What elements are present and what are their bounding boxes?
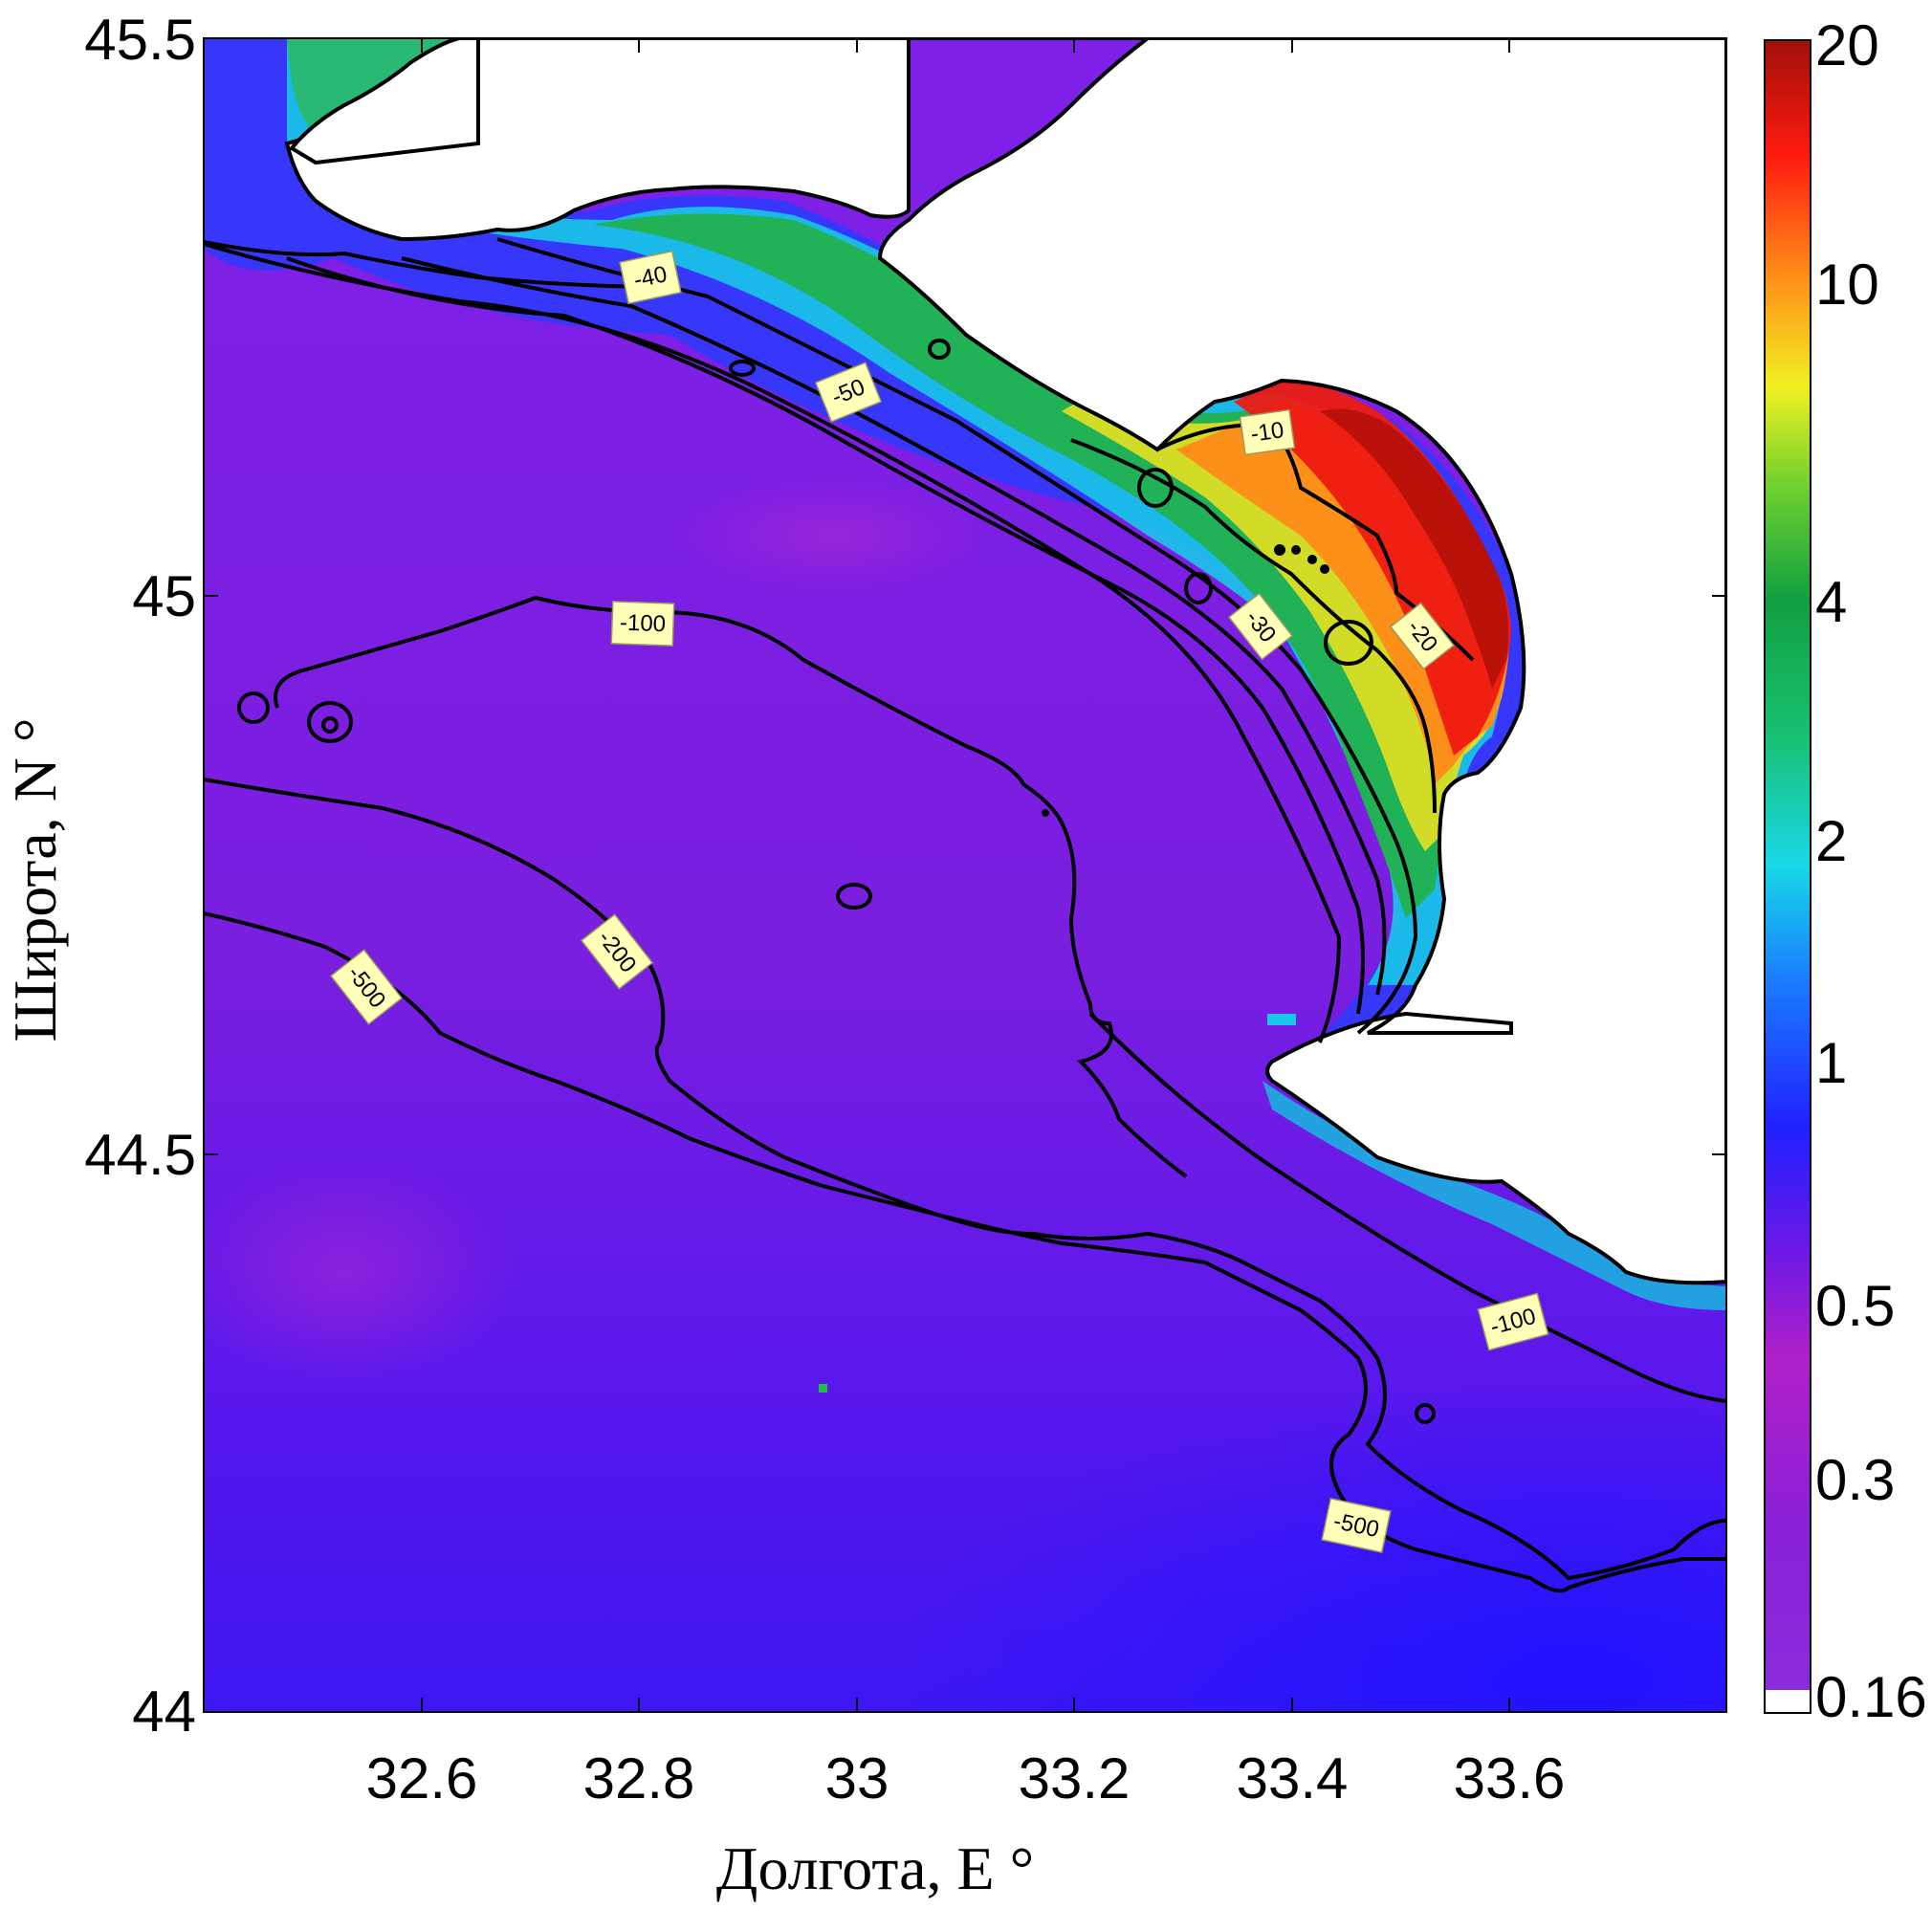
land-crimea-north bbox=[459, 38, 1726, 1285]
closed-contour bbox=[836, 883, 872, 910]
isobath-north-coastal bbox=[204, 240, 670, 289]
colorbar-label: 0.16 bbox=[1815, 1665, 1927, 1729]
closed-contour bbox=[321, 716, 339, 734]
isobath-label: -50 bbox=[814, 362, 883, 423]
x-tick-label: 32.6 bbox=[366, 1746, 478, 1810]
isobath-200 bbox=[204, 778, 1726, 1581]
x-tick-label: 33.6 bbox=[1454, 1746, 1566, 1810]
isobath-label: -20 bbox=[1389, 602, 1456, 670]
closed-contour bbox=[1415, 1403, 1436, 1424]
isobath-label: -40 bbox=[619, 250, 682, 305]
contour-dot bbox=[1307, 555, 1317, 564]
closed-contour bbox=[237, 691, 270, 724]
y-axis-title: Широта, N ° bbox=[1, 718, 69, 1042]
isobath-labels: -10 -20 -30 -40 -50 -100 bbox=[329, 250, 1549, 1554]
colorbar-gradient bbox=[1765, 40, 1811, 1690]
coastal-band-red bbox=[1234, 381, 1511, 756]
land-upper-left-peninsula bbox=[289, 38, 480, 165]
closed-contour bbox=[928, 339, 951, 360]
closed-contour bbox=[729, 360, 756, 377]
x-tick-label: 33.2 bbox=[1019, 1746, 1131, 1810]
x-tick-label: 32.8 bbox=[583, 1746, 695, 1810]
coastal-band-darkred bbox=[1320, 408, 1509, 689]
colorbar-label: 1 bbox=[1815, 1031, 1847, 1095]
green-pixel-marker bbox=[819, 1384, 827, 1393]
isobath-label: -100 bbox=[1477, 1292, 1549, 1351]
plot-frame bbox=[203, 37, 1727, 1713]
contour-dot bbox=[1320, 564, 1329, 574]
isobath-20 bbox=[1070, 438, 1437, 814]
svg-text:-10: -10 bbox=[1249, 417, 1285, 448]
coastal-band-south-coast bbox=[1262, 1081, 1726, 1310]
contour-dot bbox=[1274, 544, 1285, 556]
y-tick-label: 44 bbox=[132, 1679, 196, 1744]
isobath-100-outer bbox=[1088, 1012, 1726, 1403]
y-tick-label: 45 bbox=[132, 564, 196, 628]
closed-contour bbox=[307, 701, 353, 743]
colorbar-label: 0.3 bbox=[1815, 1448, 1895, 1512]
colorbar-label: 10 bbox=[1815, 252, 1879, 317]
colorbar-min-swatch bbox=[1765, 1690, 1811, 1713]
y-tick-label: 44.5 bbox=[84, 1123, 196, 1187]
isobath-100-inner bbox=[274, 595, 1188, 1178]
contour-dot bbox=[1291, 545, 1301, 555]
y-tick-labels: 44 44.5 45 45.5 bbox=[84, 8, 196, 1744]
cyan-pixel-marker bbox=[1267, 1014, 1296, 1025]
coastal-band-blue bbox=[204, 38, 1537, 1100]
magenta-patch bbox=[204, 1157, 516, 1387]
isobath-dots bbox=[819, 544, 1329, 1393]
isobath-label: -30 bbox=[1227, 592, 1294, 661]
contour-dot bbox=[1042, 809, 1049, 817]
closed-contour bbox=[1184, 572, 1213, 604]
colorbar-label: 20 bbox=[1815, 13, 1879, 77]
closed-contour bbox=[1137, 468, 1174, 508]
isobath-40 bbox=[401, 256, 1387, 996]
isobath-label: -500 bbox=[1321, 1497, 1392, 1554]
svg-text:-100: -100 bbox=[620, 610, 667, 638]
isobath-500 bbox=[204, 911, 1726, 1593]
magenta-patch bbox=[679, 478, 985, 593]
x-tick-label: 33 bbox=[825, 1746, 889, 1810]
isobath-label: -10 bbox=[1239, 408, 1296, 456]
colorbar: 20 10 4 2 1 0.5 0.3 0.16 bbox=[1764, 13, 1927, 1729]
closed-contour bbox=[1324, 620, 1373, 666]
isobaths bbox=[204, 237, 1726, 1593]
x-tick-labels: 32.6 32.8 33 33.2 33.4 33.6 bbox=[366, 1746, 1566, 1810]
colorbar-label: 4 bbox=[1815, 570, 1847, 634]
colorbar-label: 0.5 bbox=[1815, 1274, 1895, 1338]
y-tick-label: 45.5 bbox=[84, 8, 196, 72]
colorbar-frame bbox=[1764, 39, 1811, 1714]
x-axis-title: Долгота, E ° bbox=[716, 1834, 1034, 1902]
map-plot-area: -10 -20 -30 -40 -50 -100 bbox=[204, 38, 1726, 1712]
isobath-70 bbox=[204, 242, 1342, 1043]
colorbar-label: 2 bbox=[1815, 809, 1847, 873]
x-tick-label: 33.4 bbox=[1237, 1746, 1349, 1810]
axis-ticks bbox=[204, 38, 1726, 1712]
isobath-label: -100 bbox=[610, 601, 675, 647]
isobath-30 bbox=[496, 237, 1418, 1035]
